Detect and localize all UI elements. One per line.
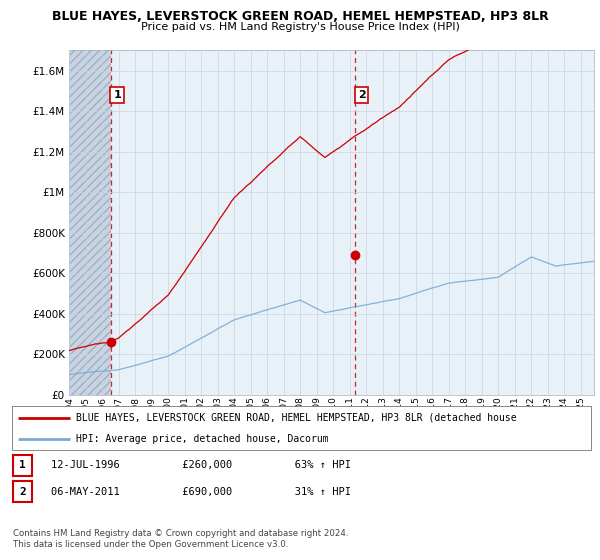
Bar — [69, 50, 111, 395]
Text: Contains HM Land Registry data © Crown copyright and database right 2024.
This d: Contains HM Land Registry data © Crown c… — [13, 529, 349, 549]
Text: Price paid vs. HM Land Registry's House Price Index (HPI): Price paid vs. HM Land Registry's House … — [140, 22, 460, 32]
Text: BLUE HAYES, LEVERSTOCK GREEN ROAD, HEMEL HEMPSTEAD, HP3 8LR: BLUE HAYES, LEVERSTOCK GREEN ROAD, HEMEL… — [52, 10, 548, 23]
Text: 12-JUL-1996          £260,000          63% ↑ HPI: 12-JUL-1996 £260,000 63% ↑ HPI — [51, 460, 351, 470]
Text: BLUE HAYES, LEVERSTOCK GREEN ROAD, HEMEL HEMPSTEAD, HP3 8LR (detached house: BLUE HAYES, LEVERSTOCK GREEN ROAD, HEMEL… — [76, 413, 517, 423]
Text: 1: 1 — [113, 90, 121, 100]
Text: 2: 2 — [19, 487, 26, 497]
Text: 06-MAY-2011          £690,000          31% ↑ HPI: 06-MAY-2011 £690,000 31% ↑ HPI — [51, 487, 351, 497]
Text: HPI: Average price, detached house, Dacorum: HPI: Average price, detached house, Daco… — [76, 434, 328, 444]
Text: 2: 2 — [358, 90, 365, 100]
Text: 1: 1 — [19, 460, 26, 470]
